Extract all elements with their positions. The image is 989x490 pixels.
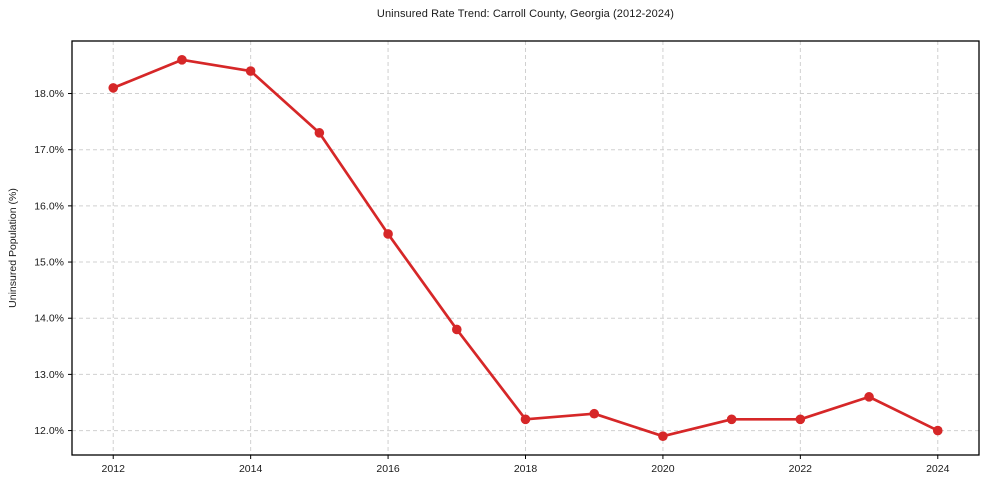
- x-tick-label: 2012: [102, 463, 126, 475]
- data-point: [383, 229, 393, 239]
- data-point: [795, 414, 806, 425]
- data-point: [658, 431, 668, 441]
- x-tick-labels: 2012 2014 2016 2018 2020 2022 2024: [102, 463, 950, 475]
- data-point: [108, 83, 119, 93]
- x-tick-label: 2014: [239, 463, 263, 475]
- x-tick-label: 2018: [514, 463, 538, 475]
- x-tick-label: 2020: [651, 463, 675, 475]
- axis-ticks: [68, 93, 939, 459]
- plot-border: [71, 40, 980, 456]
- grid-lines: [72, 41, 979, 455]
- data-point: [245, 66, 256, 76]
- y-tick-label: 18.0%: [34, 88, 64, 100]
- y-tick-label: 13.0%: [34, 369, 64, 381]
- x-tick-label: 2024: [926, 463, 950, 475]
- data-point: [589, 408, 600, 419]
- data-points: [108, 55, 943, 441]
- x-tick-label: 2022: [789, 463, 813, 475]
- y-tick-label: 14.0%: [34, 313, 64, 325]
- data-point: [932, 425, 943, 436]
- data-point: [177, 55, 187, 65]
- data-point: [864, 392, 874, 402]
- y-tick-label: 17.0%: [34, 144, 64, 156]
- y-tick-labels: 12.0% 13.0% 14.0% 15.0% 16.0% 17.0% 18.0%: [34, 88, 64, 437]
- data-point: [314, 128, 325, 138]
- y-tick-label: 15.0%: [34, 257, 64, 269]
- chart-title: Uninsured Rate Trend: Carroll County, Ge…: [376, 8, 675, 20]
- data-point: [520, 414, 531, 425]
- y-tick-label: 12.0%: [34, 425, 64, 437]
- data-point: [726, 414, 737, 425]
- data-point: [451, 324, 462, 335]
- y-tick-label: 16.0%: [34, 200, 64, 212]
- x-tick-label: 2016: [376, 463, 400, 475]
